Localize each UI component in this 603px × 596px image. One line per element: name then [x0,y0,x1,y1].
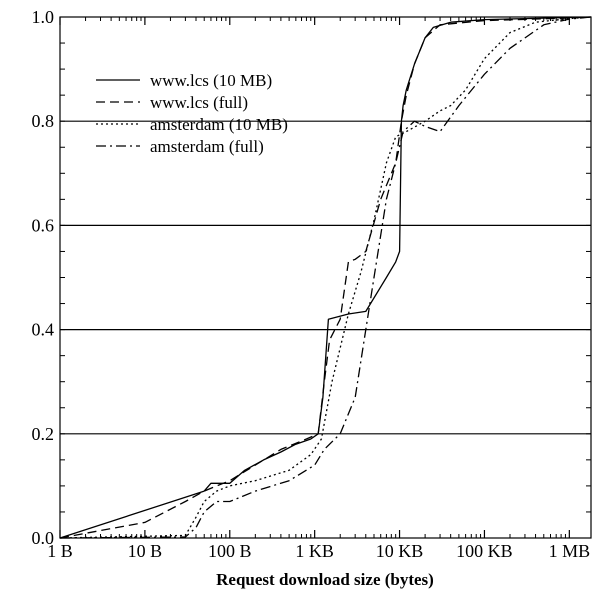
gridlines [60,120,591,435]
y-tick-label: 0.2 [32,424,55,444]
legend: www.lcs (10 MB) www.lcs (full) amsterdam (… [96,71,288,156]
legend-label: amsterdam (10 MB) [150,115,288,134]
legend-label: www.lcs (10 MB) [150,71,272,90]
x-tick-label: 1 MB [549,541,591,561]
y-tick-label: 0.6 [32,215,55,235]
legend-label: www.lcs (full) [150,93,248,112]
series-line-www-lcs-full [59,16,592,539]
y-tick-label: 1.0 [32,7,55,27]
x-tick-label: 1 B [47,541,73,561]
axis-ticks: 0.0 0.2 0.4 0.6 0.8 1.0 1 B 10 B 100 B 1 KB 10 KB 1… [32,7,591,561]
series-line-amsterdam-full [59,16,592,539]
y-tick-label: 0.8 [32,111,55,131]
x-tick-label: 10 KB [376,541,424,561]
series-lines [59,16,592,539]
x-tick-label: 1 KB [295,541,334,561]
x-tick-label: 100 B [208,541,252,561]
x-axis-title: Request download size (bytes) [216,570,434,589]
series-line-www-lcs-10-mb [59,16,592,539]
x-tick-label: 10 B [128,541,163,561]
x-tick-label: 100 KB [456,541,513,561]
y-tick-label: 0.0 [32,528,55,548]
series-line-amsterdam-10-mb [59,16,592,539]
plot-frame [59,16,592,539]
legend-label: amsterdam (full) [150,137,264,156]
y-tick-label: 0.4 [32,320,55,340]
